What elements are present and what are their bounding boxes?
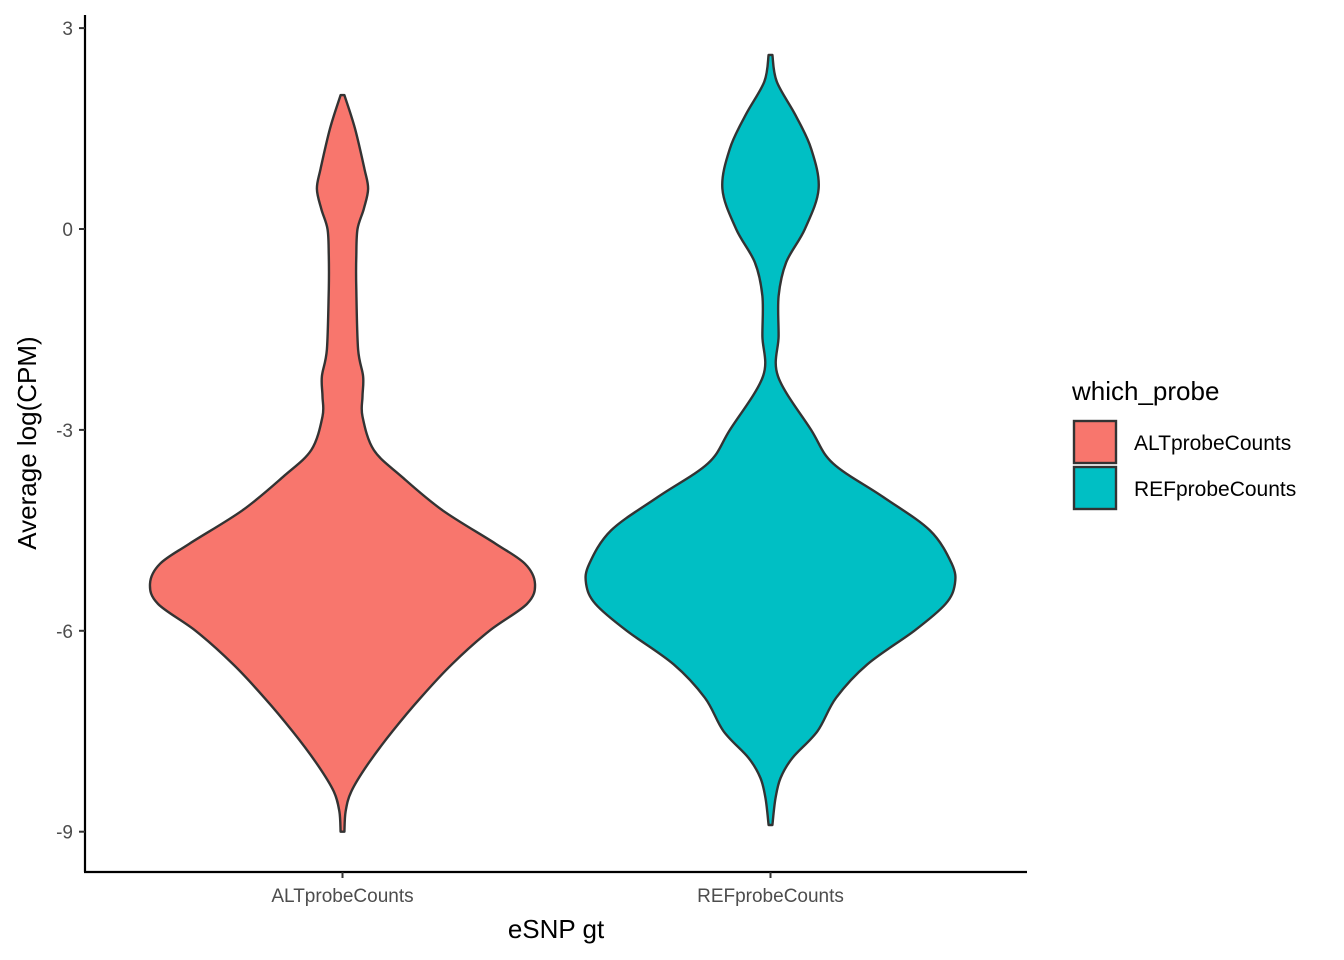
- x-ticks: ALTprobeCounts REFprobeCounts: [271, 872, 844, 907]
- y-tick-label: -6: [56, 622, 73, 643]
- y-ticks: 3 0 -3 -6 -9: [56, 19, 85, 844]
- violins-layer: [148, 53, 957, 833]
- x-axis-title: eSNP gt: [508, 914, 605, 944]
- y-tick-label: 3: [62, 19, 73, 40]
- y-axis-title: Average log(CPM): [12, 336, 42, 549]
- legend-swatch: [1072, 419, 1118, 465]
- x-tick-label: ALTprobeCounts: [271, 886, 413, 907]
- y-tick-label: -3: [56, 421, 73, 442]
- legend: which_probe ALTprobeCounts REFprobeCounts: [1071, 376, 1296, 511]
- legend-label: ALTprobeCounts: [1134, 432, 1291, 455]
- y-tick-label: -9: [56, 823, 73, 844]
- x-tick-label: REFprobeCounts: [697, 886, 844, 907]
- legend-title: which_probe: [1071, 376, 1219, 406]
- legend-label: REFprobeCounts: [1134, 478, 1296, 501]
- y-tick-label: 0: [62, 220, 73, 241]
- violin-ALTprobeCounts: [148, 93, 537, 833]
- axes-layer: [83, 15, 1027, 874]
- legend-swatch: [1072, 465, 1118, 511]
- violin-REFprobeCounts: [584, 53, 957, 827]
